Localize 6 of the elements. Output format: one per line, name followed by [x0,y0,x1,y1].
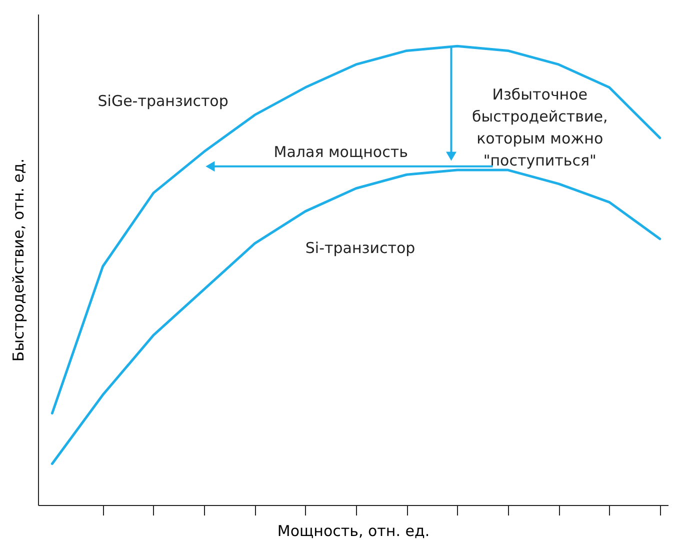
series-label: SiGe-транзистор [98,92,228,110]
series-label: Si-транзистор [305,239,416,258]
y-axis-title: Быстродействие, отн. ед. [10,158,28,362]
annotation: Малая мощность [274,142,408,161]
x-axis-title: Мощность, отн. ед. [277,522,430,540]
annotation: Избыточное быстродействие, которым можно "поступиться" [472,85,608,170]
